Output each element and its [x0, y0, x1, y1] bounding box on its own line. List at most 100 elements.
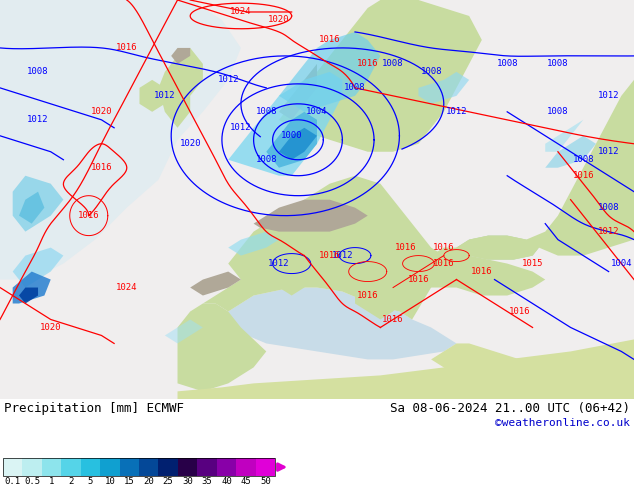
Bar [217, 458, 236, 476]
Text: 1008: 1008 [573, 155, 594, 164]
Polygon shape [165, 319, 203, 343]
Text: 1016: 1016 [433, 259, 455, 268]
Polygon shape [158, 48, 203, 128]
Text: 30: 30 [182, 477, 193, 486]
Text: 1020: 1020 [179, 139, 201, 148]
Polygon shape [19, 192, 44, 223]
Polygon shape [203, 176, 539, 319]
Polygon shape [0, 0, 241, 279]
Text: 1016: 1016 [357, 59, 378, 69]
Polygon shape [456, 80, 634, 260]
Polygon shape [171, 48, 190, 64]
Text: 1016: 1016 [433, 243, 455, 252]
Text: 15: 15 [124, 477, 134, 486]
Polygon shape [412, 247, 545, 295]
Bar [139, 458, 158, 476]
Polygon shape [279, 32, 380, 112]
Polygon shape [590, 168, 621, 208]
Polygon shape [355, 279, 406, 319]
Polygon shape [545, 120, 583, 152]
Text: 1016: 1016 [382, 315, 404, 324]
Text: 1012: 1012 [598, 147, 619, 156]
Text: 1012: 1012 [27, 115, 49, 124]
Text: 1008: 1008 [547, 107, 569, 116]
Polygon shape [139, 80, 165, 112]
Polygon shape [228, 72, 342, 176]
Text: 1016: 1016 [357, 291, 378, 300]
Text: 1016: 1016 [78, 211, 100, 220]
Text: 50: 50 [260, 477, 271, 486]
Text: 1008: 1008 [547, 59, 569, 69]
Text: 1008: 1008 [496, 59, 518, 69]
Text: 1024: 1024 [116, 283, 138, 292]
Bar [42, 458, 61, 476]
Text: 1004: 1004 [306, 107, 328, 116]
Text: 1012: 1012 [217, 75, 239, 84]
Bar [158, 458, 178, 476]
Bar [61, 458, 81, 476]
Text: 1016: 1016 [509, 307, 531, 316]
Text: 1016: 1016 [573, 171, 594, 180]
Text: 10: 10 [105, 477, 115, 486]
Text: 1012: 1012 [598, 227, 619, 236]
Text: 1008: 1008 [27, 68, 49, 76]
Text: 40: 40 [221, 477, 232, 486]
Polygon shape [178, 340, 634, 399]
Bar [236, 458, 256, 476]
Text: 1008: 1008 [256, 155, 277, 164]
Text: 1: 1 [49, 477, 55, 486]
Text: 0.1: 0.1 [4, 477, 21, 486]
Text: 1012: 1012 [332, 251, 353, 260]
Bar [120, 458, 139, 476]
Bar [3, 458, 22, 476]
Text: 25: 25 [163, 477, 174, 486]
Text: 1008: 1008 [344, 83, 366, 92]
Text: Precipitation [mm] ECMWF: Precipitation [mm] ECMWF [4, 402, 184, 416]
Polygon shape [266, 216, 317, 295]
Text: 1008: 1008 [256, 107, 277, 116]
Text: 1020: 1020 [268, 16, 290, 24]
Polygon shape [19, 288, 38, 303]
Bar [256, 458, 275, 476]
Text: 1012: 1012 [154, 91, 176, 100]
Text: 1008: 1008 [382, 59, 404, 69]
Text: 1016: 1016 [319, 251, 340, 260]
Text: 1012: 1012 [268, 259, 290, 268]
Text: 1020: 1020 [40, 323, 61, 332]
Text: 1004: 1004 [611, 259, 632, 268]
Polygon shape [279, 64, 317, 120]
Text: 1000: 1000 [281, 131, 302, 140]
Text: 1020: 1020 [91, 107, 112, 116]
Text: 2: 2 [68, 477, 74, 486]
Polygon shape [178, 303, 266, 392]
Bar [100, 458, 120, 476]
Polygon shape [456, 236, 539, 260]
Polygon shape [418, 72, 469, 104]
Bar [81, 458, 100, 476]
Polygon shape [279, 128, 317, 160]
Polygon shape [545, 136, 596, 168]
Text: 1008: 1008 [420, 68, 442, 76]
Text: 1012: 1012 [446, 107, 467, 116]
Text: Sa 08-06-2024 21..00 UTC (06+42): Sa 08-06-2024 21..00 UTC (06+42) [390, 402, 630, 416]
Polygon shape [228, 232, 279, 256]
Text: 5: 5 [87, 477, 93, 486]
Text: 1012: 1012 [598, 91, 619, 100]
Text: 1016: 1016 [471, 267, 493, 276]
Text: 0.5: 0.5 [24, 477, 40, 486]
Bar [3, 458, 275, 476]
Bar [197, 458, 217, 476]
Bar [22, 458, 42, 476]
Polygon shape [279, 0, 482, 152]
Polygon shape [13, 176, 63, 232]
Polygon shape [254, 200, 368, 232]
Text: 1016: 1016 [408, 275, 429, 284]
Text: 1024: 1024 [230, 7, 252, 17]
Text: 1016: 1016 [91, 163, 112, 172]
Text: ©weatheronline.co.uk: ©weatheronline.co.uk [495, 418, 630, 428]
Text: 1015: 1015 [522, 259, 543, 268]
Text: 45: 45 [240, 477, 251, 486]
Polygon shape [228, 288, 456, 360]
Text: 20: 20 [143, 477, 154, 486]
Text: 1016: 1016 [319, 35, 340, 45]
